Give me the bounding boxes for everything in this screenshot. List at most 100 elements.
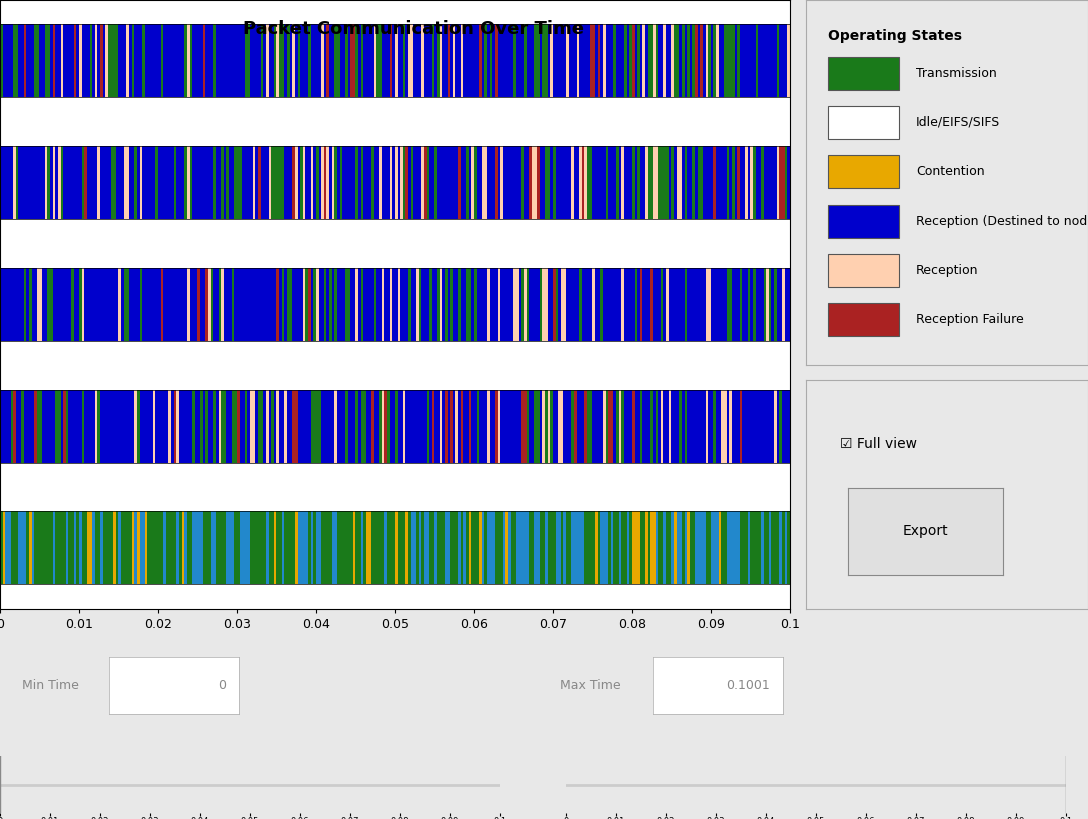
Bar bbox=[450, 268, 453, 341]
Bar bbox=[329, 146, 332, 219]
Bar bbox=[771, 511, 774, 585]
Bar bbox=[13, 146, 16, 219]
Bar bbox=[230, 268, 232, 341]
Bar bbox=[129, 146, 132, 219]
Bar bbox=[529, 146, 532, 219]
Bar bbox=[311, 25, 313, 97]
Bar bbox=[32, 511, 34, 585]
Bar bbox=[156, 390, 158, 463]
Bar bbox=[200, 390, 202, 463]
Bar bbox=[8, 268, 11, 341]
Bar bbox=[111, 268, 113, 341]
Bar bbox=[111, 146, 113, 219]
Bar bbox=[527, 390, 529, 463]
Bar bbox=[521, 511, 524, 585]
Bar bbox=[358, 25, 361, 97]
Bar bbox=[156, 25, 158, 97]
Bar bbox=[79, 25, 82, 97]
Bar bbox=[65, 511, 69, 585]
Bar bbox=[239, 390, 243, 463]
Bar bbox=[280, 146, 282, 219]
Bar bbox=[302, 390, 306, 463]
Bar bbox=[324, 146, 326, 219]
Bar bbox=[642, 390, 645, 463]
Bar bbox=[537, 268, 540, 341]
Bar bbox=[143, 511, 145, 585]
Bar bbox=[719, 268, 721, 341]
Bar bbox=[45, 390, 48, 463]
Bar bbox=[339, 511, 343, 585]
Bar bbox=[701, 146, 703, 219]
Bar bbox=[358, 511, 361, 585]
Bar bbox=[356, 25, 358, 97]
Bar bbox=[777, 390, 779, 463]
Text: Packet Communication Over Time: Packet Communication Over Time bbox=[243, 20, 584, 38]
Bar bbox=[408, 25, 410, 97]
Bar bbox=[677, 268, 679, 341]
Bar bbox=[450, 511, 453, 585]
Bar bbox=[26, 511, 29, 585]
Bar bbox=[2, 25, 5, 97]
Bar bbox=[289, 390, 293, 463]
Bar bbox=[784, 25, 788, 97]
Bar bbox=[24, 390, 26, 463]
Bar bbox=[788, 146, 790, 219]
Bar bbox=[271, 268, 274, 341]
Bar bbox=[677, 25, 679, 97]
Bar bbox=[551, 25, 553, 97]
Bar bbox=[158, 511, 161, 585]
Bar bbox=[447, 25, 450, 97]
Bar bbox=[363, 146, 366, 219]
Bar bbox=[369, 390, 371, 463]
Bar bbox=[124, 146, 126, 219]
Bar bbox=[379, 390, 382, 463]
Bar bbox=[8, 390, 11, 463]
Bar bbox=[629, 390, 632, 463]
Bar bbox=[161, 146, 163, 219]
Bar bbox=[379, 268, 382, 341]
Bar bbox=[634, 268, 638, 341]
Bar bbox=[545, 146, 547, 219]
Bar bbox=[42, 146, 45, 219]
Bar bbox=[479, 25, 482, 97]
Bar bbox=[466, 390, 469, 463]
Bar bbox=[716, 268, 719, 341]
Bar bbox=[424, 511, 426, 585]
Bar bbox=[716, 25, 719, 97]
Bar bbox=[729, 390, 732, 463]
Bar bbox=[453, 146, 456, 219]
Bar bbox=[453, 268, 456, 341]
Bar bbox=[89, 268, 92, 341]
Bar bbox=[165, 25, 169, 97]
Bar bbox=[76, 268, 79, 341]
Bar bbox=[597, 25, 601, 97]
Bar bbox=[727, 390, 729, 463]
Bar bbox=[784, 146, 788, 219]
Bar bbox=[61, 390, 63, 463]
Bar bbox=[230, 390, 232, 463]
FancyBboxPatch shape bbox=[828, 254, 899, 287]
Bar bbox=[189, 268, 193, 341]
Bar bbox=[524, 25, 527, 97]
Bar bbox=[588, 511, 590, 585]
Bar bbox=[469, 25, 471, 97]
Bar bbox=[745, 511, 747, 585]
Bar bbox=[2, 511, 5, 585]
Bar bbox=[115, 511, 119, 585]
Bar bbox=[497, 511, 500, 585]
Bar bbox=[390, 146, 393, 219]
Bar bbox=[224, 511, 226, 585]
Bar bbox=[747, 390, 751, 463]
Bar bbox=[48, 511, 50, 585]
Bar bbox=[443, 25, 445, 97]
Bar bbox=[684, 390, 688, 463]
Bar bbox=[782, 25, 784, 97]
Bar bbox=[429, 511, 432, 585]
Bar bbox=[55, 25, 58, 97]
Bar bbox=[247, 511, 250, 585]
Bar bbox=[250, 268, 252, 341]
Bar bbox=[471, 146, 474, 219]
Bar bbox=[645, 25, 647, 97]
Bar bbox=[98, 511, 100, 585]
Bar bbox=[424, 390, 426, 463]
